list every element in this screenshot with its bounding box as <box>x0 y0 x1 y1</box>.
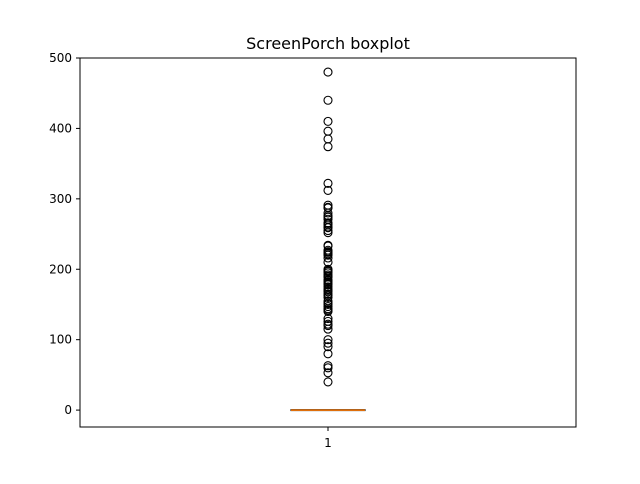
outlier-point <box>323 335 333 345</box>
outlier-point <box>323 349 333 359</box>
outlier-point <box>323 240 333 250</box>
outlier-point <box>323 67 333 77</box>
chart-title: ScreenPorch boxplot <box>246 34 410 53</box>
outlier-point <box>323 134 333 144</box>
box-group <box>290 409 366 412</box>
outlier-point <box>323 178 333 188</box>
outlier-point <box>323 338 333 348</box>
x-tick-label: 1 <box>324 436 332 450</box>
outlier-point <box>323 95 333 105</box>
y-tick-label: 0 <box>64 403 72 417</box>
outlier-point <box>323 377 333 387</box>
y-axis: 0 100 200 300 400 500 <box>49 51 80 417</box>
outlier-point <box>323 200 333 210</box>
outlier-point <box>323 245 333 255</box>
y-tick-label: 500 <box>49 51 72 65</box>
outlier-point <box>323 218 333 228</box>
outlier-point <box>323 361 333 371</box>
outlier-point <box>323 142 333 152</box>
y-tick-label: 200 <box>49 262 72 276</box>
y-tick-label: 400 <box>49 121 72 135</box>
outlier-point <box>323 116 333 126</box>
y-tick-label: 300 <box>49 192 72 206</box>
outlier-point <box>323 185 333 195</box>
outlier-point <box>323 264 333 274</box>
x-axis: 1 <box>324 427 332 450</box>
outlier-point <box>323 342 333 352</box>
outlier-point <box>323 126 333 136</box>
y-tick-label: 100 <box>49 333 72 347</box>
outlier-point <box>323 296 333 306</box>
outlier-group <box>323 67 333 387</box>
outlier-point <box>323 368 333 378</box>
outlier-point <box>323 316 333 326</box>
outlier-point <box>323 319 333 329</box>
